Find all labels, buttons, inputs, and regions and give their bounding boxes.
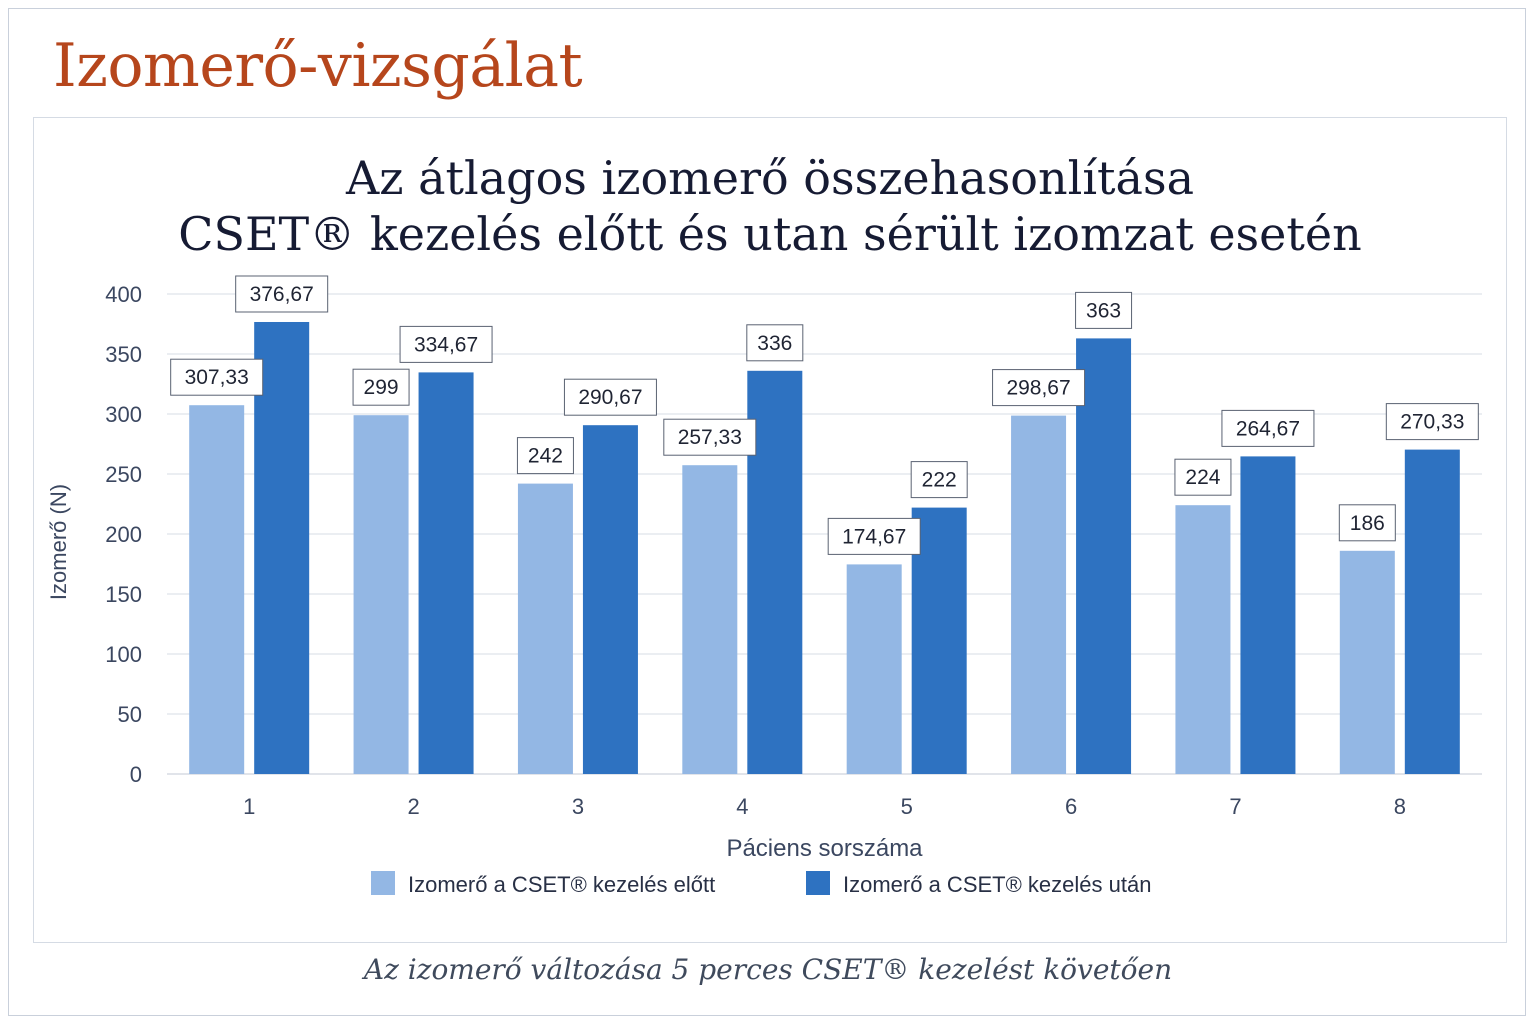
data-label-box <box>992 369 1086 407</box>
bar-before <box>846 564 902 774</box>
x-tick-label: 5 <box>901 794 913 819</box>
data-label: 270,33 <box>1400 411 1464 434</box>
bar-before <box>517 483 573 774</box>
bar-before <box>1175 505 1231 774</box>
y-tick-label: 200 <box>105 522 142 547</box>
y-tick-label: 100 <box>105 642 142 667</box>
data-label: 290,67 <box>578 386 642 409</box>
bar-before <box>682 465 738 774</box>
x-tick-label: 2 <box>407 794 419 819</box>
y-tick-label: 250 <box>105 462 142 487</box>
bar-before <box>1011 415 1067 774</box>
data-label-box <box>1221 409 1315 447</box>
chart-title-line: CSET® kezelés előtt és utan sérült izomz… <box>178 207 1361 261</box>
x-axis-label: Páciens sorszáma <box>726 835 923 862</box>
data-label: 186 <box>1350 512 1385 535</box>
legend-label: Izomerő a CSET® kezelés előtt <box>408 872 715 897</box>
x-tick-label: 1 <box>243 794 255 819</box>
data-label-box <box>746 324 804 362</box>
data-label: 174,67 <box>842 525 906 548</box>
slide: Izomerő-vizsgálat Az átlagos izomerő öss… <box>8 8 1526 1016</box>
data-label-box <box>563 378 657 416</box>
data-label-box <box>235 275 329 313</box>
data-label-box <box>1075 291 1133 329</box>
bar-after <box>582 425 638 774</box>
y-tick-label: 50 <box>118 702 142 727</box>
data-label-box <box>399 325 493 363</box>
data-label-box <box>1338 504 1396 542</box>
data-label-box <box>1174 458 1232 496</box>
data-label-box <box>827 517 921 555</box>
y-tick-label: 150 <box>105 582 142 607</box>
y-axis-label: Izomerő (N) <box>46 484 71 600</box>
x-tick-label: 3 <box>572 794 584 819</box>
data-label: 336 <box>757 332 792 355</box>
bar-after <box>911 507 967 774</box>
x-tick-label: 4 <box>736 794 748 819</box>
y-tick-label: 350 <box>105 342 142 367</box>
y-tick-label: 300 <box>105 402 142 427</box>
figure-caption: Az izomerő változása 5 perces CSET® keze… <box>363 953 1173 986</box>
data-label: 242 <box>528 445 563 468</box>
page-title: Izomerő-vizsgálat <box>53 31 583 101</box>
data-label-box <box>663 418 757 456</box>
data-label-box <box>352 368 410 406</box>
x-tick-label: 7 <box>1229 794 1241 819</box>
y-tick-label: 400 <box>105 282 142 307</box>
data-label: 222 <box>922 469 957 492</box>
data-label: 264,67 <box>1236 417 1300 440</box>
bar-after <box>747 370 803 774</box>
data-label: 307,33 <box>185 366 249 389</box>
bar-after <box>254 321 310 774</box>
data-label-box <box>1385 403 1479 441</box>
bar-after <box>418 372 474 774</box>
x-tick-label: 8 <box>1394 794 1406 819</box>
chart-panel: Az átlagos izomerő összehasonlítása CSET®… <box>33 117 1507 943</box>
bar-before <box>189 405 245 774</box>
data-label: 298,67 <box>1006 377 1070 400</box>
legend-label: Izomerő a CSET® kezelés után <box>843 872 1151 897</box>
data-label: 224 <box>1185 466 1220 489</box>
data-label: 376,67 <box>250 283 314 306</box>
data-label-box <box>516 437 574 475</box>
bar-after <box>1404 449 1460 774</box>
data-label-box <box>170 358 264 396</box>
legend-swatch-before <box>371 871 395 895</box>
bar-after <box>1240 456 1296 774</box>
legend-swatch-after <box>806 871 830 895</box>
chart-title-line: Az átlagos izomerő összehasonlítása <box>345 151 1194 205</box>
data-label: 257,33 <box>678 426 742 449</box>
data-label: 334,67 <box>414 333 478 356</box>
data-label-box <box>910 461 968 499</box>
bar-chart: Az átlagos izomerő összehasonlításaCSET®… <box>46 151 1482 897</box>
data-label: 363 <box>1086 299 1121 322</box>
bar-before <box>353 415 409 774</box>
x-tick-label: 6 <box>1065 794 1077 819</box>
bar-after <box>1076 338 1132 774</box>
data-label: 299 <box>364 376 399 399</box>
bar-before <box>1339 550 1395 774</box>
y-tick-label: 0 <box>130 762 142 787</box>
